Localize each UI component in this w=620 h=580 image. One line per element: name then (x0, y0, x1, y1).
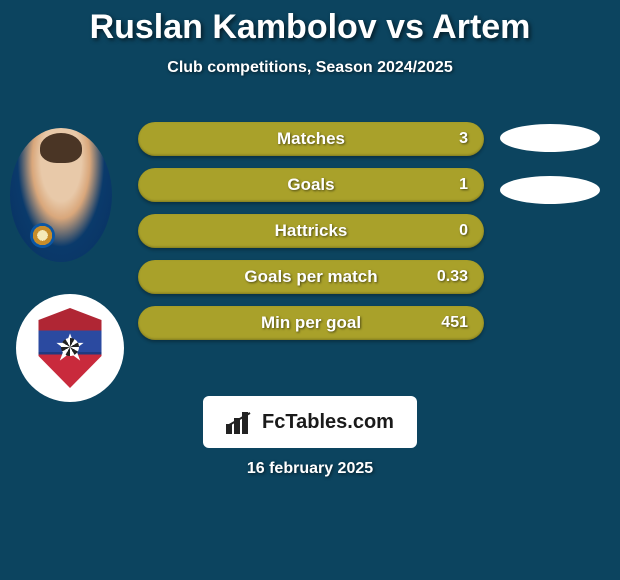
player-placeholder-right-1 (500, 124, 600, 152)
stat-value: 0 (459, 222, 468, 240)
stat-bar-goals: Goals 1 (138, 168, 484, 202)
player-avatar-left (10, 128, 112, 262)
stat-value: 1 (459, 176, 468, 194)
brand-text: FcTables.com (262, 411, 394, 434)
club-shield-icon (35, 308, 105, 388)
stat-bar-hattricks: Hattricks 0 (138, 214, 484, 248)
page-subtitle: Club competitions, Season 2024/2025 (0, 59, 620, 77)
stat-label: Matches (138, 129, 484, 149)
bar-chart-trend-icon (226, 410, 256, 434)
stat-label: Goals per match (138, 267, 484, 287)
stat-label: Hattricks (138, 221, 484, 241)
stat-label: Min per goal (138, 313, 484, 333)
stat-value: 3 (459, 130, 468, 148)
stat-bar-min-per-goal: Min per goal 451 (138, 306, 484, 340)
stat-bar-matches: Matches 3 (138, 122, 484, 156)
stat-bar-goals-per-match: Goals per match 0.33 (138, 260, 484, 294)
page-title: Ruslan Kambolov vs Artem (0, 0, 620, 47)
stats-bars: Matches 3 Goals 1 Hattricks 0 Goals per … (138, 122, 484, 352)
stat-value: 0.33 (437, 268, 468, 286)
club-logo-left (16, 294, 124, 402)
stat-value: 451 (441, 314, 468, 332)
brand-badge[interactable]: FcTables.com (203, 396, 417, 448)
stat-label: Goals (138, 175, 484, 195)
player-placeholder-right-2 (500, 176, 600, 204)
footer-date: 16 february 2025 (0, 460, 620, 478)
